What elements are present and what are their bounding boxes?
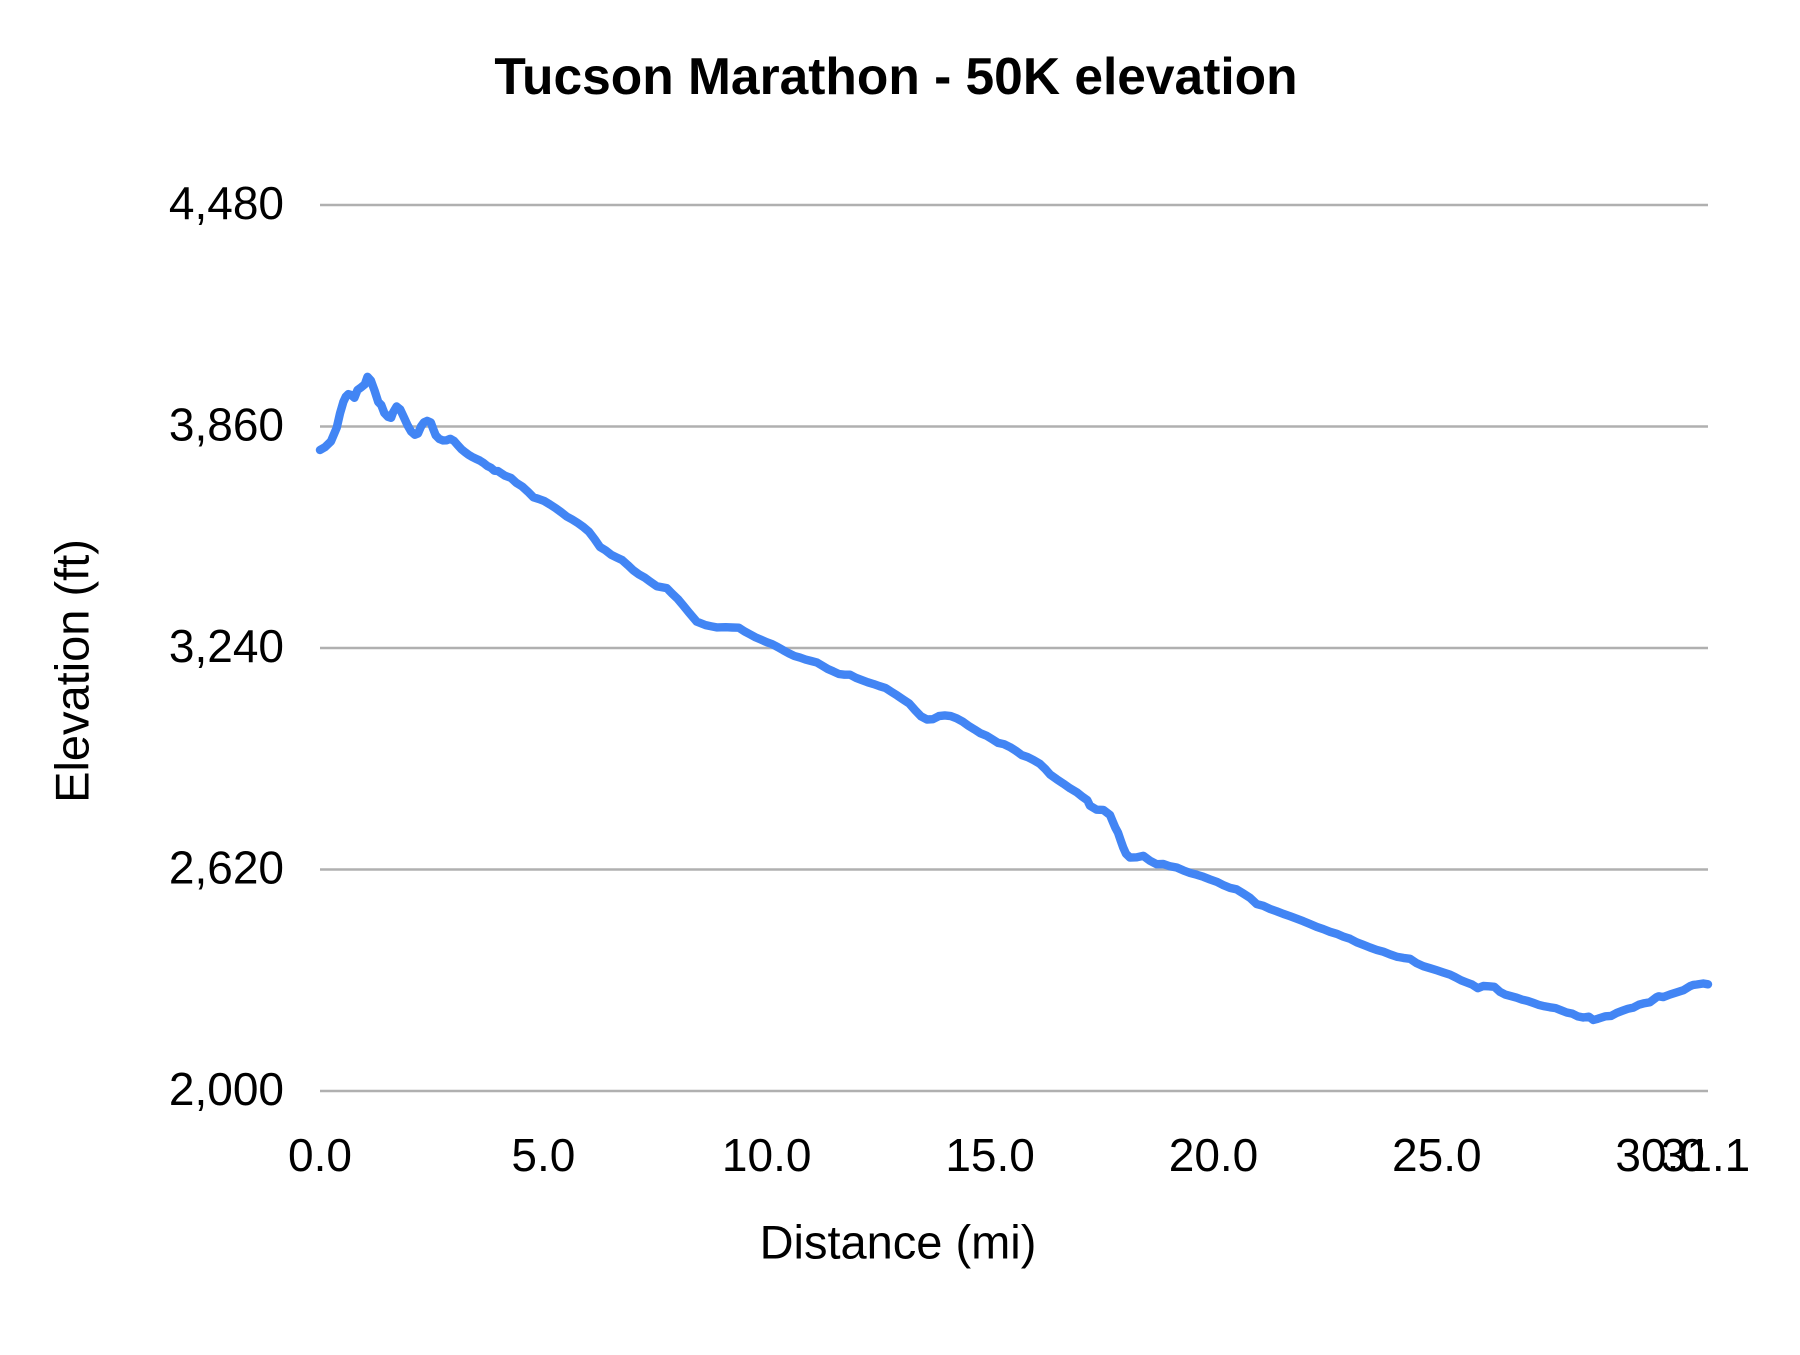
svg-text:20.0: 20.0 bbox=[1169, 1129, 1259, 1181]
svg-text:5.0: 5.0 bbox=[511, 1129, 575, 1181]
svg-text:0.0: 0.0 bbox=[288, 1129, 352, 1181]
svg-text:4,480: 4,480 bbox=[169, 177, 284, 229]
svg-text:25.0: 25.0 bbox=[1392, 1129, 1482, 1181]
svg-text:Distance (mi): Distance (mi) bbox=[760, 1216, 1037, 1269]
svg-text:30.0: 30.0 bbox=[1615, 1129, 1705, 1181]
svg-text:Tucson Marathon - 50K elevatio: Tucson Marathon - 50K elevation bbox=[494, 47, 1297, 105]
svg-text:Elevation (ft): Elevation (ft) bbox=[46, 539, 99, 803]
svg-text:31.1: 31.1 bbox=[1661, 1129, 1751, 1181]
svg-text:3,860: 3,860 bbox=[169, 399, 284, 451]
svg-text:3,240: 3,240 bbox=[169, 620, 284, 672]
svg-text:10.0: 10.0 bbox=[722, 1129, 812, 1181]
svg-text:2,000: 2,000 bbox=[169, 1063, 284, 1115]
svg-text:2,620: 2,620 bbox=[169, 842, 284, 894]
svg-text:15.0: 15.0 bbox=[945, 1129, 1035, 1181]
